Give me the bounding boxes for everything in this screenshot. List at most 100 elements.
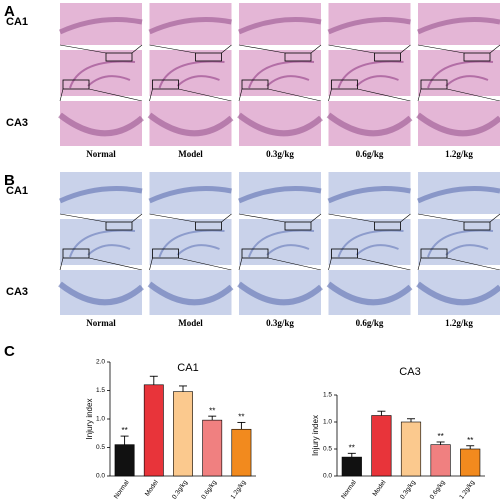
zoom-box (152, 79, 179, 90)
micrograph-overview (239, 50, 321, 96)
y-tick-label: 1.5 (323, 392, 332, 399)
column-label: Model (178, 318, 203, 328)
bar (341, 456, 362, 477)
zoom-box (62, 248, 90, 259)
x-tick-label: Model (372, 479, 388, 498)
micrograph-overview (60, 50, 142, 96)
x-tick-label: Normal (113, 479, 131, 499)
zoom-line (267, 88, 322, 102)
row-label: CA1 (6, 185, 28, 197)
x-tick-label: Model (144, 479, 160, 498)
zoom-box (284, 52, 312, 62)
zoom-line (238, 88, 243, 102)
zoom-box (241, 79, 269, 90)
zoom-box (374, 221, 401, 231)
zoom-line (446, 257, 500, 271)
chart-title: CA1 (177, 362, 198, 374)
zoom-box (331, 79, 358, 90)
hippocampus (337, 229, 404, 258)
zoom-line (400, 213, 411, 223)
cell-layer (416, 112, 500, 137)
significance-label: ** (467, 436, 473, 445)
zoom-box (195, 52, 222, 62)
y-axis-label: Injury index (311, 415, 320, 456)
bar (400, 421, 422, 477)
bar (143, 384, 164, 477)
zoom-line (417, 213, 465, 223)
x-tick-label: Normal (340, 479, 358, 499)
cell-layer (237, 112, 323, 137)
zoom-line (59, 88, 64, 102)
hippocampus (337, 60, 404, 89)
zoom-line (149, 44, 196, 54)
zoom-line (238, 257, 243, 271)
zoom-line (221, 213, 232, 223)
x-tick-label: 0.6g/kg (429, 479, 447, 499)
zoom-line (357, 88, 411, 102)
zoom-box (105, 221, 133, 231)
y-tick-label: 0.0 (323, 473, 332, 480)
panel-letter: B (4, 172, 15, 189)
hippocampus (427, 229, 494, 258)
zoom-box (195, 221, 222, 231)
zoom-box (152, 248, 179, 259)
hippocampus (158, 60, 225, 89)
zoom-box (420, 79, 448, 90)
cell-layer (147, 112, 234, 137)
column-label: 1.2g/kg (445, 318, 473, 328)
cell-layer (237, 281, 323, 306)
hippocampus (69, 229, 136, 258)
zoom-line (131, 213, 143, 223)
zoom-line (149, 257, 153, 271)
y-tick-label: 1.0 (323, 419, 332, 426)
zoom-line (417, 44, 465, 54)
zoom-line (178, 257, 232, 271)
zoom-line (310, 44, 322, 54)
zoom-line (489, 44, 500, 54)
cell-layer (326, 281, 413, 306)
zoom-box (420, 248, 448, 259)
significance-label: ** (437, 432, 443, 441)
micrograph-ca1 (418, 172, 500, 214)
micrograph-overview (418, 50, 500, 96)
zoom-line (59, 213, 107, 223)
column-label: Normal (86, 149, 116, 159)
zoom-box (331, 248, 358, 259)
x-tick-label: 1.2g/kg (229, 479, 247, 499)
zoom-line (328, 88, 332, 102)
significance-label: ** (349, 443, 355, 452)
zoom-line (328, 44, 375, 54)
row-label: CA3 (6, 286, 28, 298)
hippocampus (158, 229, 225, 258)
significance-label: ** (209, 406, 215, 415)
x-tick-label: 0.3g/kg (399, 479, 417, 499)
bar (371, 415, 392, 477)
zoom-line (149, 88, 153, 102)
cell-layer (237, 17, 322, 35)
cell-layer (416, 281, 500, 306)
micrograph-ca1 (60, 3, 142, 45)
x-tick-label: 0.3g/kg (171, 479, 189, 499)
zoom-line (59, 44, 107, 54)
cell-layer (147, 281, 234, 306)
hippocampus (248, 60, 315, 89)
zoom-line (59, 257, 64, 271)
cell-layer (326, 112, 413, 137)
y-tick-label: 0.5 (323, 446, 332, 453)
cell-layer (416, 186, 500, 204)
x-tick-label: 0.6g/kg (200, 479, 218, 499)
column-label: 1.2g/kg (445, 149, 473, 159)
zoom-line (149, 213, 196, 223)
y-tick-label: 1.5 (96, 387, 105, 394)
panel-letter: C (4, 343, 15, 360)
bar (460, 448, 481, 477)
bar (202, 419, 223, 477)
chart-title: CA3 (399, 366, 420, 378)
micrograph-overview (328, 50, 411, 96)
cell-layer (237, 186, 322, 204)
row-label: CA3 (6, 117, 28, 129)
zoom-line (310, 213, 322, 223)
bar (114, 444, 135, 477)
zoom-line (417, 257, 422, 271)
